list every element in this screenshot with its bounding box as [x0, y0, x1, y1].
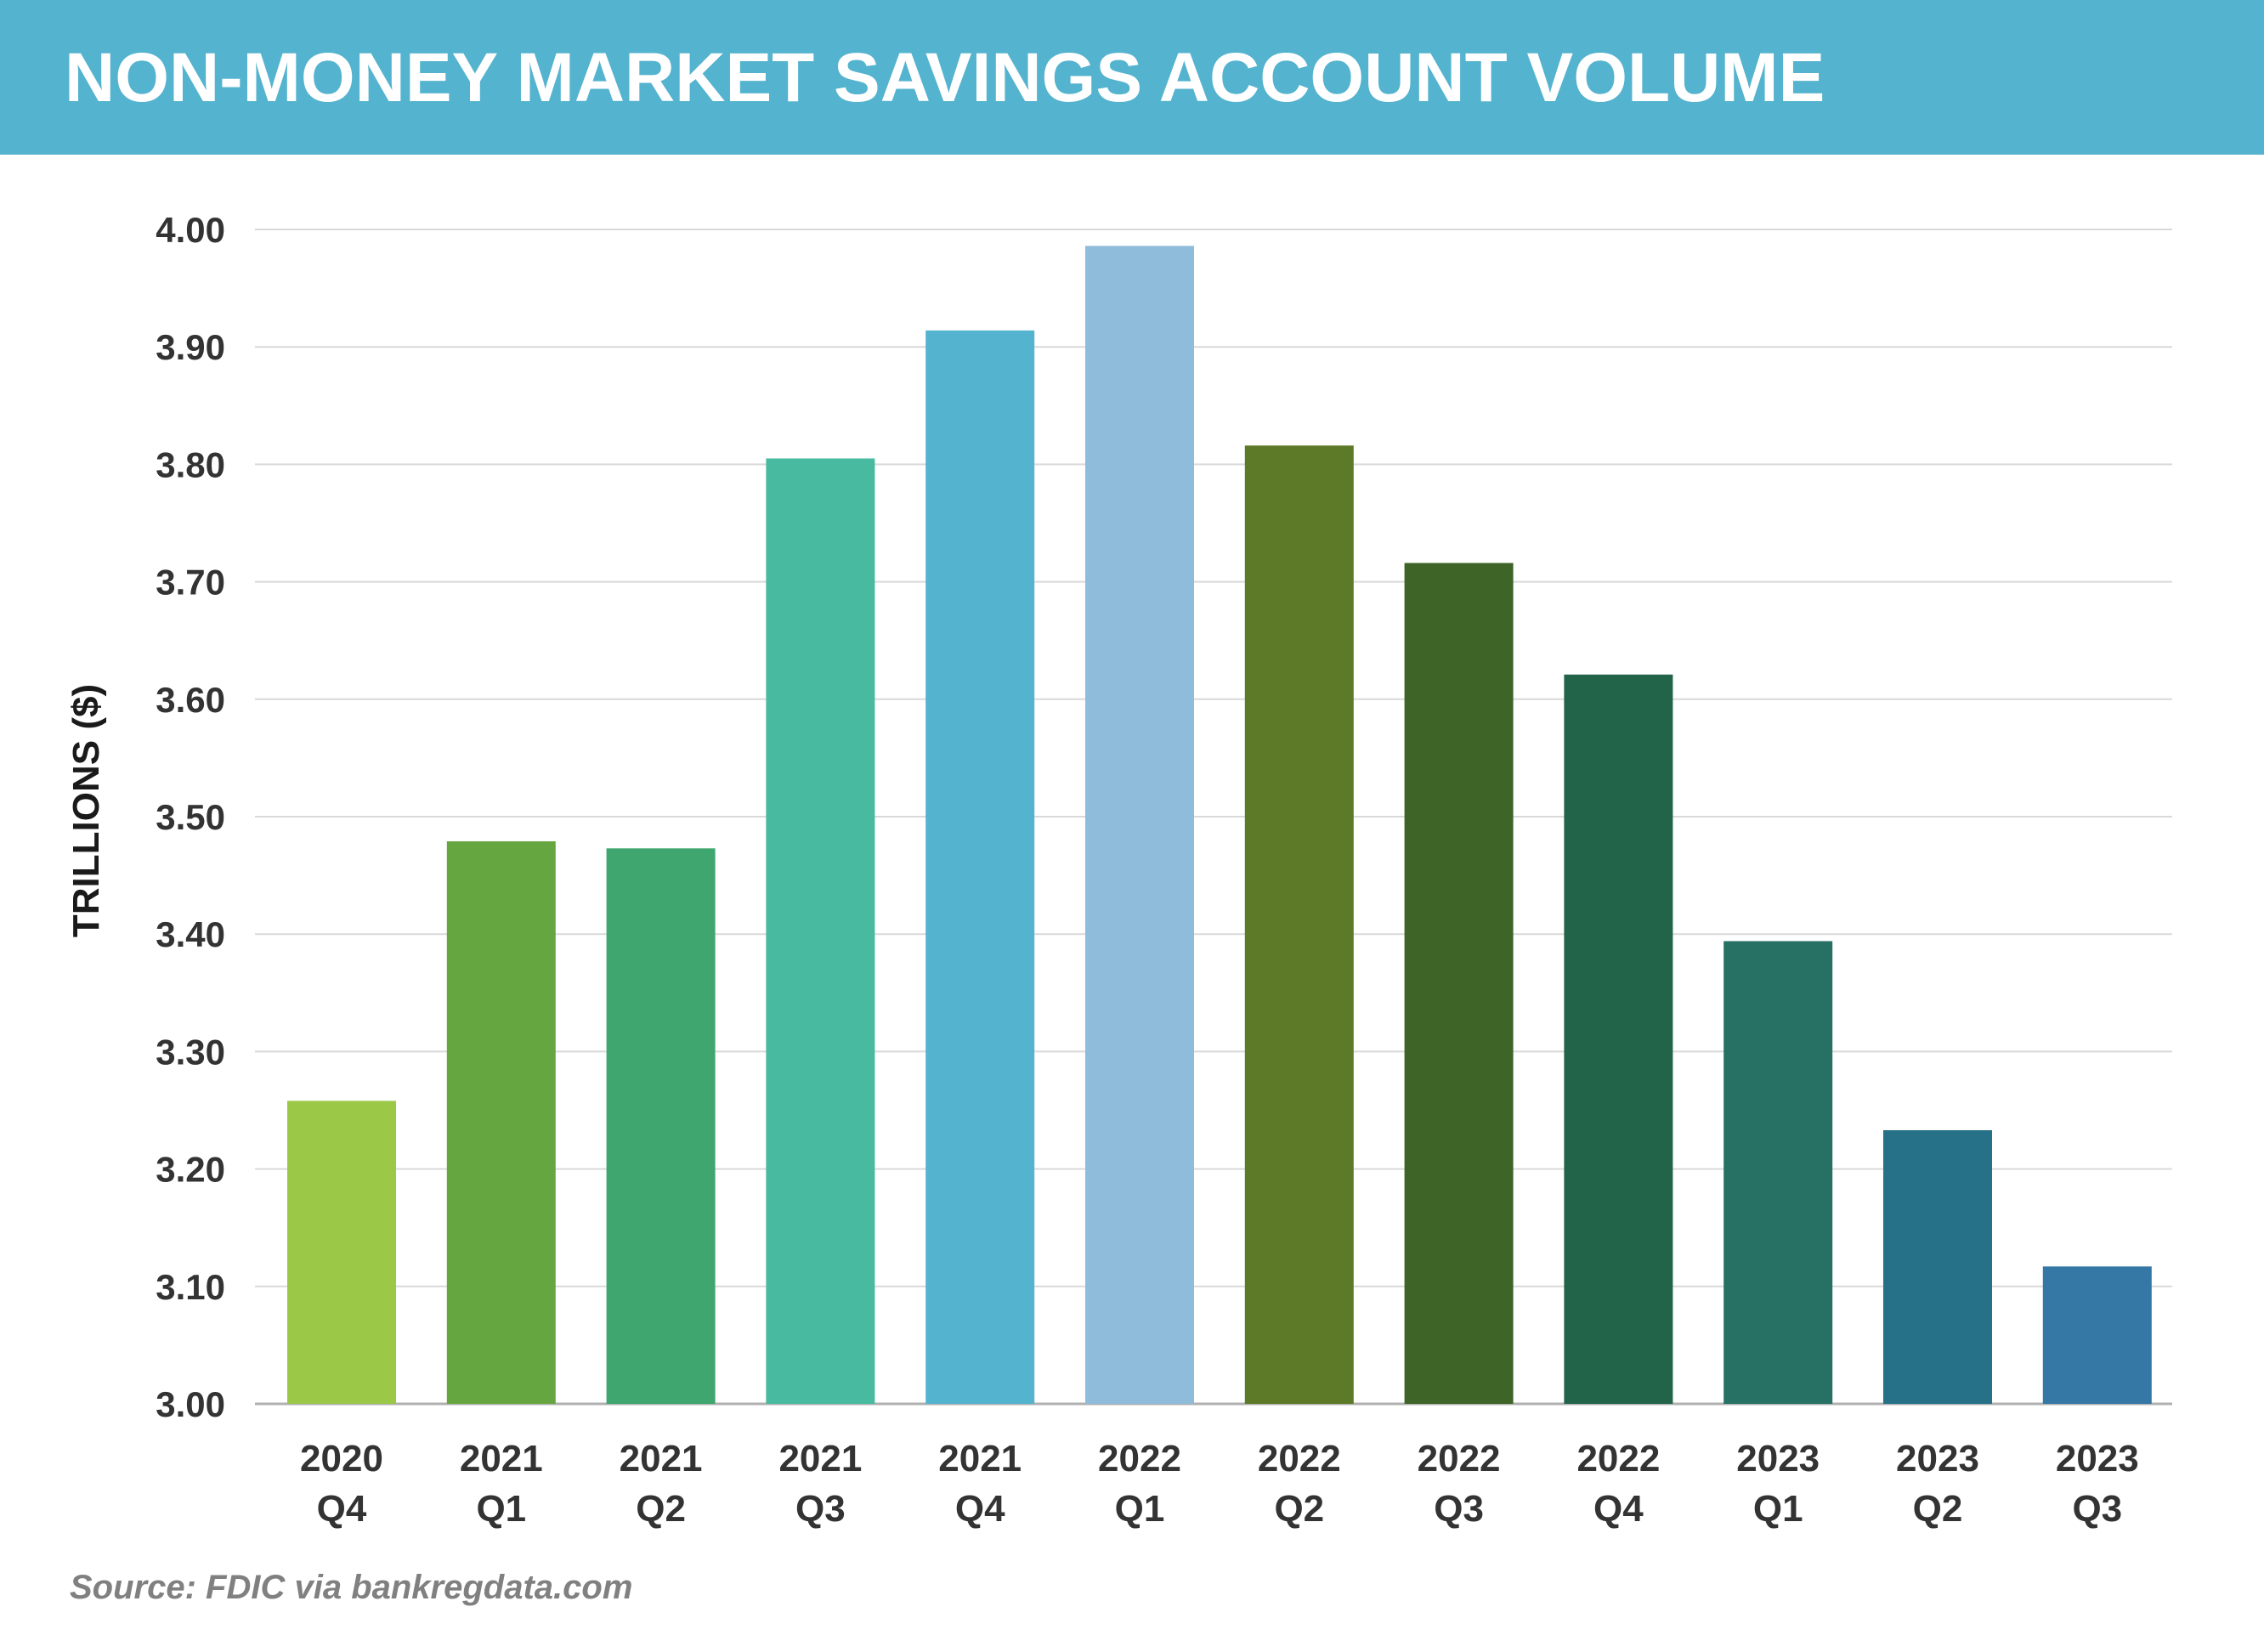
- x-tick-label-quarter: Q1: [1753, 1488, 1803, 1530]
- x-tick-label-quarter: Q4: [955, 1488, 1005, 1530]
- x-tick-label-quarter: Q4: [317, 1488, 367, 1530]
- y-axis-label: TRILLIONS ($): [65, 684, 107, 937]
- header-banner: NON-MONEY MARKET SAVINGS ACCOUNT VOLUME: [0, 0, 2264, 155]
- x-tick-label-quarter: Q4: [1593, 1488, 1644, 1530]
- x-tick-label-quarter: Q2: [636, 1488, 686, 1530]
- x-tick-label-quarter: Q3: [1434, 1488, 1484, 1530]
- x-tick-label-year: 2023: [1736, 1438, 1820, 1479]
- bar: [1244, 445, 1354, 1404]
- x-tick-label-year: 2023: [1896, 1438, 1979, 1479]
- y-tick-label: 3.90: [156, 327, 225, 367]
- x-tick-label-year: 2021: [620, 1438, 703, 1479]
- x-tick-label-year: 2022: [1258, 1438, 1341, 1479]
- source-note: Source: FDIC via bankregdata.com: [70, 1569, 633, 1606]
- chart-title: NON-MONEY MARKET SAVINGS ACCOUNT VOLUME: [65, 39, 1825, 116]
- y-tick-label: 3.00: [156, 1384, 225, 1424]
- bar: [925, 330, 1035, 1404]
- bar: [766, 458, 875, 1404]
- bar: [446, 841, 556, 1404]
- x-tick-label-year: 2021: [460, 1438, 543, 1479]
- x-tick-label-quarter: Q2: [1913, 1488, 1963, 1530]
- x-tick-label-year: 2022: [1576, 1438, 1660, 1479]
- bar: [1564, 674, 1673, 1404]
- x-tick-label-year: 2022: [1098, 1438, 1181, 1479]
- bar: [1883, 1129, 1992, 1404]
- y-tick-label: 3.40: [156, 914, 225, 954]
- x-tick-label-year: 2020: [300, 1438, 383, 1479]
- bar: [1404, 563, 1514, 1404]
- x-tick-label-quarter: Q2: [1274, 1488, 1324, 1530]
- x-tick-label-quarter: Q3: [2072, 1488, 2122, 1530]
- x-tick-label-quarter: Q1: [476, 1488, 526, 1530]
- y-tick-label: 3.30: [156, 1032, 225, 1072]
- y-tick-label: 3.70: [156, 563, 225, 603]
- bar: [2042, 1266, 2152, 1404]
- bar: [1085, 246, 1194, 1404]
- bar: [287, 1100, 396, 1404]
- y-tick-label: 3.60: [156, 680, 225, 720]
- y-tick-label: 4.00: [156, 210, 225, 250]
- chart-area: 3.00 3.10 3.20 3.30 3.40 3.50 3.60 3.70 3.80 3.90…: [0, 155, 2264, 1652]
- x-tick-label-quarter: Q1: [1115, 1488, 1165, 1530]
- x-tick-label-year: 2021: [778, 1438, 862, 1479]
- bar: [1723, 941, 1833, 1404]
- y-tick-label: 3.20: [156, 1150, 225, 1190]
- x-tick-label-year: 2023: [2056, 1438, 2139, 1479]
- bar: [606, 848, 716, 1404]
- x-tick-label-year: 2022: [1418, 1438, 1501, 1479]
- y-tick-label: 3.80: [156, 444, 225, 484]
- y-tick-label: 3.10: [156, 1267, 225, 1307]
- x-tick-label-year: 2021: [938, 1438, 1022, 1479]
- bar-chart: 3.00 3.10 3.20 3.30 3.40 3.50 3.60 3.70 3.80 3.90…: [65, 210, 2172, 1530]
- x-tick-label-quarter: Q3: [795, 1488, 846, 1530]
- y-tick-label: 3.50: [156, 797, 225, 837]
